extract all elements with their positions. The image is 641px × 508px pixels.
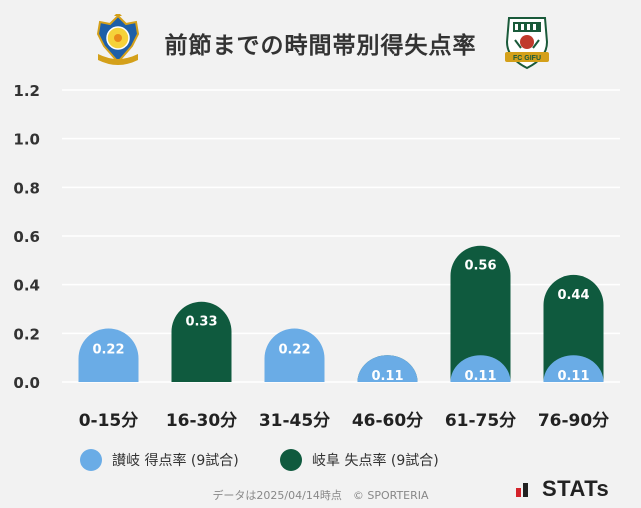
bar-away — [450, 245, 511, 382]
chart-header: 前節までの時間帯別得失点率 FC GIFU — [0, 0, 641, 82]
bar-chart: 0.0 0.2 0.4 0.6 0.8 1.0 1.2 0.11 0.22 0-15分 0.33 16… — [13, 82, 620, 431]
fc-gifu-logo-text: FC GIFU — [513, 55, 541, 62]
y-tick-label: 0.6 — [13, 228, 40, 246]
legend-label-away: 岐阜 失点率 (9試合) — [312, 453, 439, 469]
bar-home — [450, 355, 511, 382]
legend: 讃岐 得点率 (9試合) 岐阜 失点率 (9試合) — [0, 449, 641, 475]
x-tick-label: 31-45分 — [259, 411, 330, 431]
legend-dot-away — [280, 449, 302, 471]
data-label-home: 0.22 — [278, 342, 310, 357]
y-tick-label: 0.8 — [13, 179, 40, 197]
bar-home — [543, 355, 604, 382]
fc-gifu-logo: FC GIFU — [497, 12, 557, 72]
bar-away — [543, 274, 604, 382]
y-tick-label: 0.4 — [13, 277, 40, 295]
data-label-home: 0.11 — [464, 369, 496, 384]
data-label-away: 0.44 — [557, 288, 589, 303]
x-tick-label: 76-90分 — [538, 411, 609, 431]
stats-brand: STATs — [516, 476, 609, 502]
x-tick-label: 61-75分 — [445, 411, 516, 431]
x-tick-label: 46-60分 — [352, 411, 423, 431]
bar-away — [171, 301, 232, 382]
data-label-home: 0.11 — [371, 369, 403, 384]
data-label-home: 0.22 — [92, 342, 124, 357]
chart-title: 前節までの時間帯別得失点率 — [164, 33, 477, 59]
data-label-home: 0.11 — [557, 369, 589, 384]
legend-label-home: 讃岐 得点率 (9試合) — [112, 453, 239, 469]
sanuki-logo — [92, 12, 144, 70]
bar-home — [264, 328, 325, 382]
legend-item-away: 岐阜 失点率 (9試合) — [280, 449, 439, 471]
bar-home — [357, 355, 418, 382]
footer-note: データは2025/04/14時点 © SPORTERIA — [212, 489, 429, 502]
x-tick-label: 16-30分 — [166, 411, 237, 431]
legend-item-home: 讃岐 得点率 (9試合) — [80, 449, 239, 471]
legend-dot-home — [80, 449, 102, 471]
y-tick-label: 1.0 — [13, 131, 40, 149]
stats-brand-text: STATs — [542, 476, 610, 501]
bar-home — [78, 328, 139, 382]
y-tick-label: 0.2 — [13, 325, 40, 343]
y-tick-label: 0.0 — [13, 374, 40, 392]
y-tick-label: 1.2 — [13, 82, 40, 100]
data-label-away: 0.33 — [185, 315, 217, 330]
stats-logo-icon — [516, 479, 536, 499]
x-tick-label: 0-15分 — [79, 411, 139, 431]
data-label-away: 0.56 — [464, 259, 496, 274]
